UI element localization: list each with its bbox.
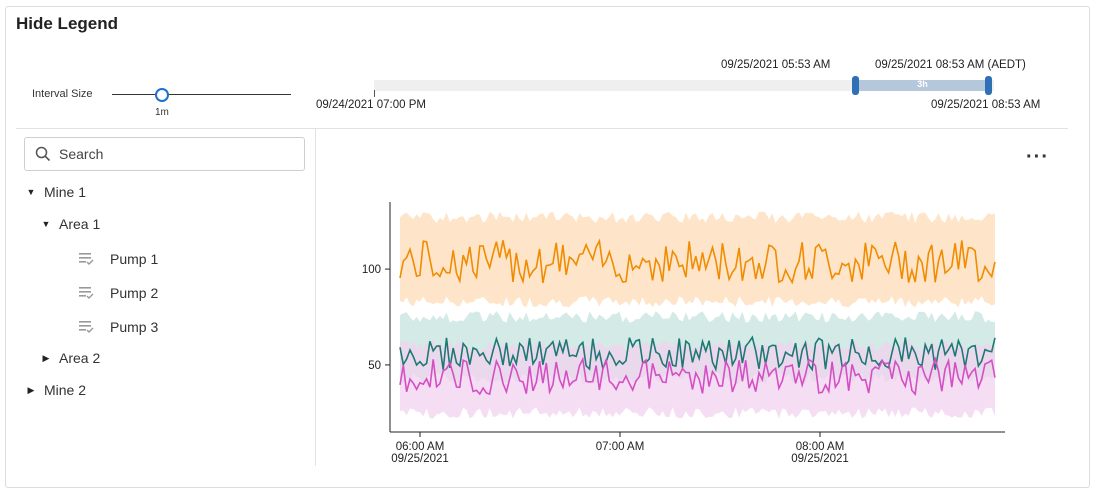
time-range-left-handle[interactable] <box>852 76 859 95</box>
tag-list-icon <box>79 287 94 299</box>
tree-node-mine-1[interactable]: ▼ Mine 1 <box>26 184 87 200</box>
tree-node-pump-3[interactable]: Pump 3 <box>78 319 158 335</box>
tree-node-area-2[interactable]: ▶ Area 2 <box>41 350 101 366</box>
interval-slider-value: 1m <box>155 107 169 118</box>
series-2-line <box>399 335 996 373</box>
series-3-line <box>399 356 996 396</box>
series-1-line <box>399 238 996 285</box>
x-tick-label: 06:00 AM <box>396 441 445 453</box>
time-range-right-handle[interactable] <box>985 76 992 95</box>
x-tick-date-label: 09/25/2021 <box>391 453 449 465</box>
tree-node-area-1[interactable]: ▼ Area 1 <box>41 216 101 232</box>
more-options-icon[interactable]: ··· <box>1026 146 1049 168</box>
selection-end-label: 09/25/2021 08:53 AM (AEDT) <box>875 59 1026 71</box>
time-range-selection[interactable] <box>857 80 988 91</box>
y-tick-label: 50 <box>368 360 381 372</box>
interval-size-label: Interval Size <box>32 88 93 100</box>
y-tick-label: 100 <box>362 264 381 276</box>
search-input[interactable] <box>59 145 289 163</box>
search-box[interactable] <box>24 137 305 171</box>
tree-node-pump-2[interactable]: Pump 2 <box>78 285 158 301</box>
x-tick-label: 08:00 AM <box>796 441 845 453</box>
selection-start-label: 09/25/2021 05:53 AM <box>721 59 831 71</box>
header-divider <box>16 128 1068 129</box>
interval-slider-track[interactable] <box>112 94 291 95</box>
tree-node-label: Pump 3 <box>110 319 159 335</box>
tree-node-label: Area 1 <box>59 216 101 232</box>
caret-down-icon[interactable]: ▼ <box>26 187 36 197</box>
tree-node-pump-1[interactable]: Pump 1 <box>78 251 158 267</box>
time-range-track[interactable] <box>374 80 994 91</box>
tag-list-icon <box>79 321 94 333</box>
tree-node-label: Mine 2 <box>44 382 87 398</box>
time-range-start-tick <box>374 90 375 97</box>
series-3-band <box>400 340 995 419</box>
panel-divider <box>315 129 316 466</box>
caret-down-icon[interactable]: ▼ <box>41 219 51 229</box>
tree-node-label: Pump 1 <box>110 251 159 267</box>
x-tick-label: 07:00 AM <box>596 441 645 453</box>
tree-node-mine-2[interactable]: ▶ Mine 2 <box>26 382 87 398</box>
search-icon <box>35 146 51 162</box>
range-end-label: 09/25/2021 08:53 AM <box>931 99 1041 111</box>
interval-slider-thumb[interactable] <box>155 88 169 102</box>
tag-list-icon <box>79 253 94 265</box>
tree-node-label: Mine 1 <box>44 184 87 200</box>
tree-node-label: Pump 2 <box>110 285 159 301</box>
caret-right-icon[interactable]: ▶ <box>42 352 50 363</box>
range-start-label: 09/24/2021 07:00 PM <box>316 99 426 111</box>
x-tick-date-label: 09/25/2021 <box>791 453 849 465</box>
caret-right-icon[interactable]: ▶ <box>27 384 35 395</box>
tree-node-label: Area 2 <box>59 350 101 366</box>
hide-legend-button[interactable]: Hide Legend <box>16 14 119 33</box>
time-range-duration: 3h <box>917 79 928 89</box>
series-1-band <box>400 211 995 308</box>
